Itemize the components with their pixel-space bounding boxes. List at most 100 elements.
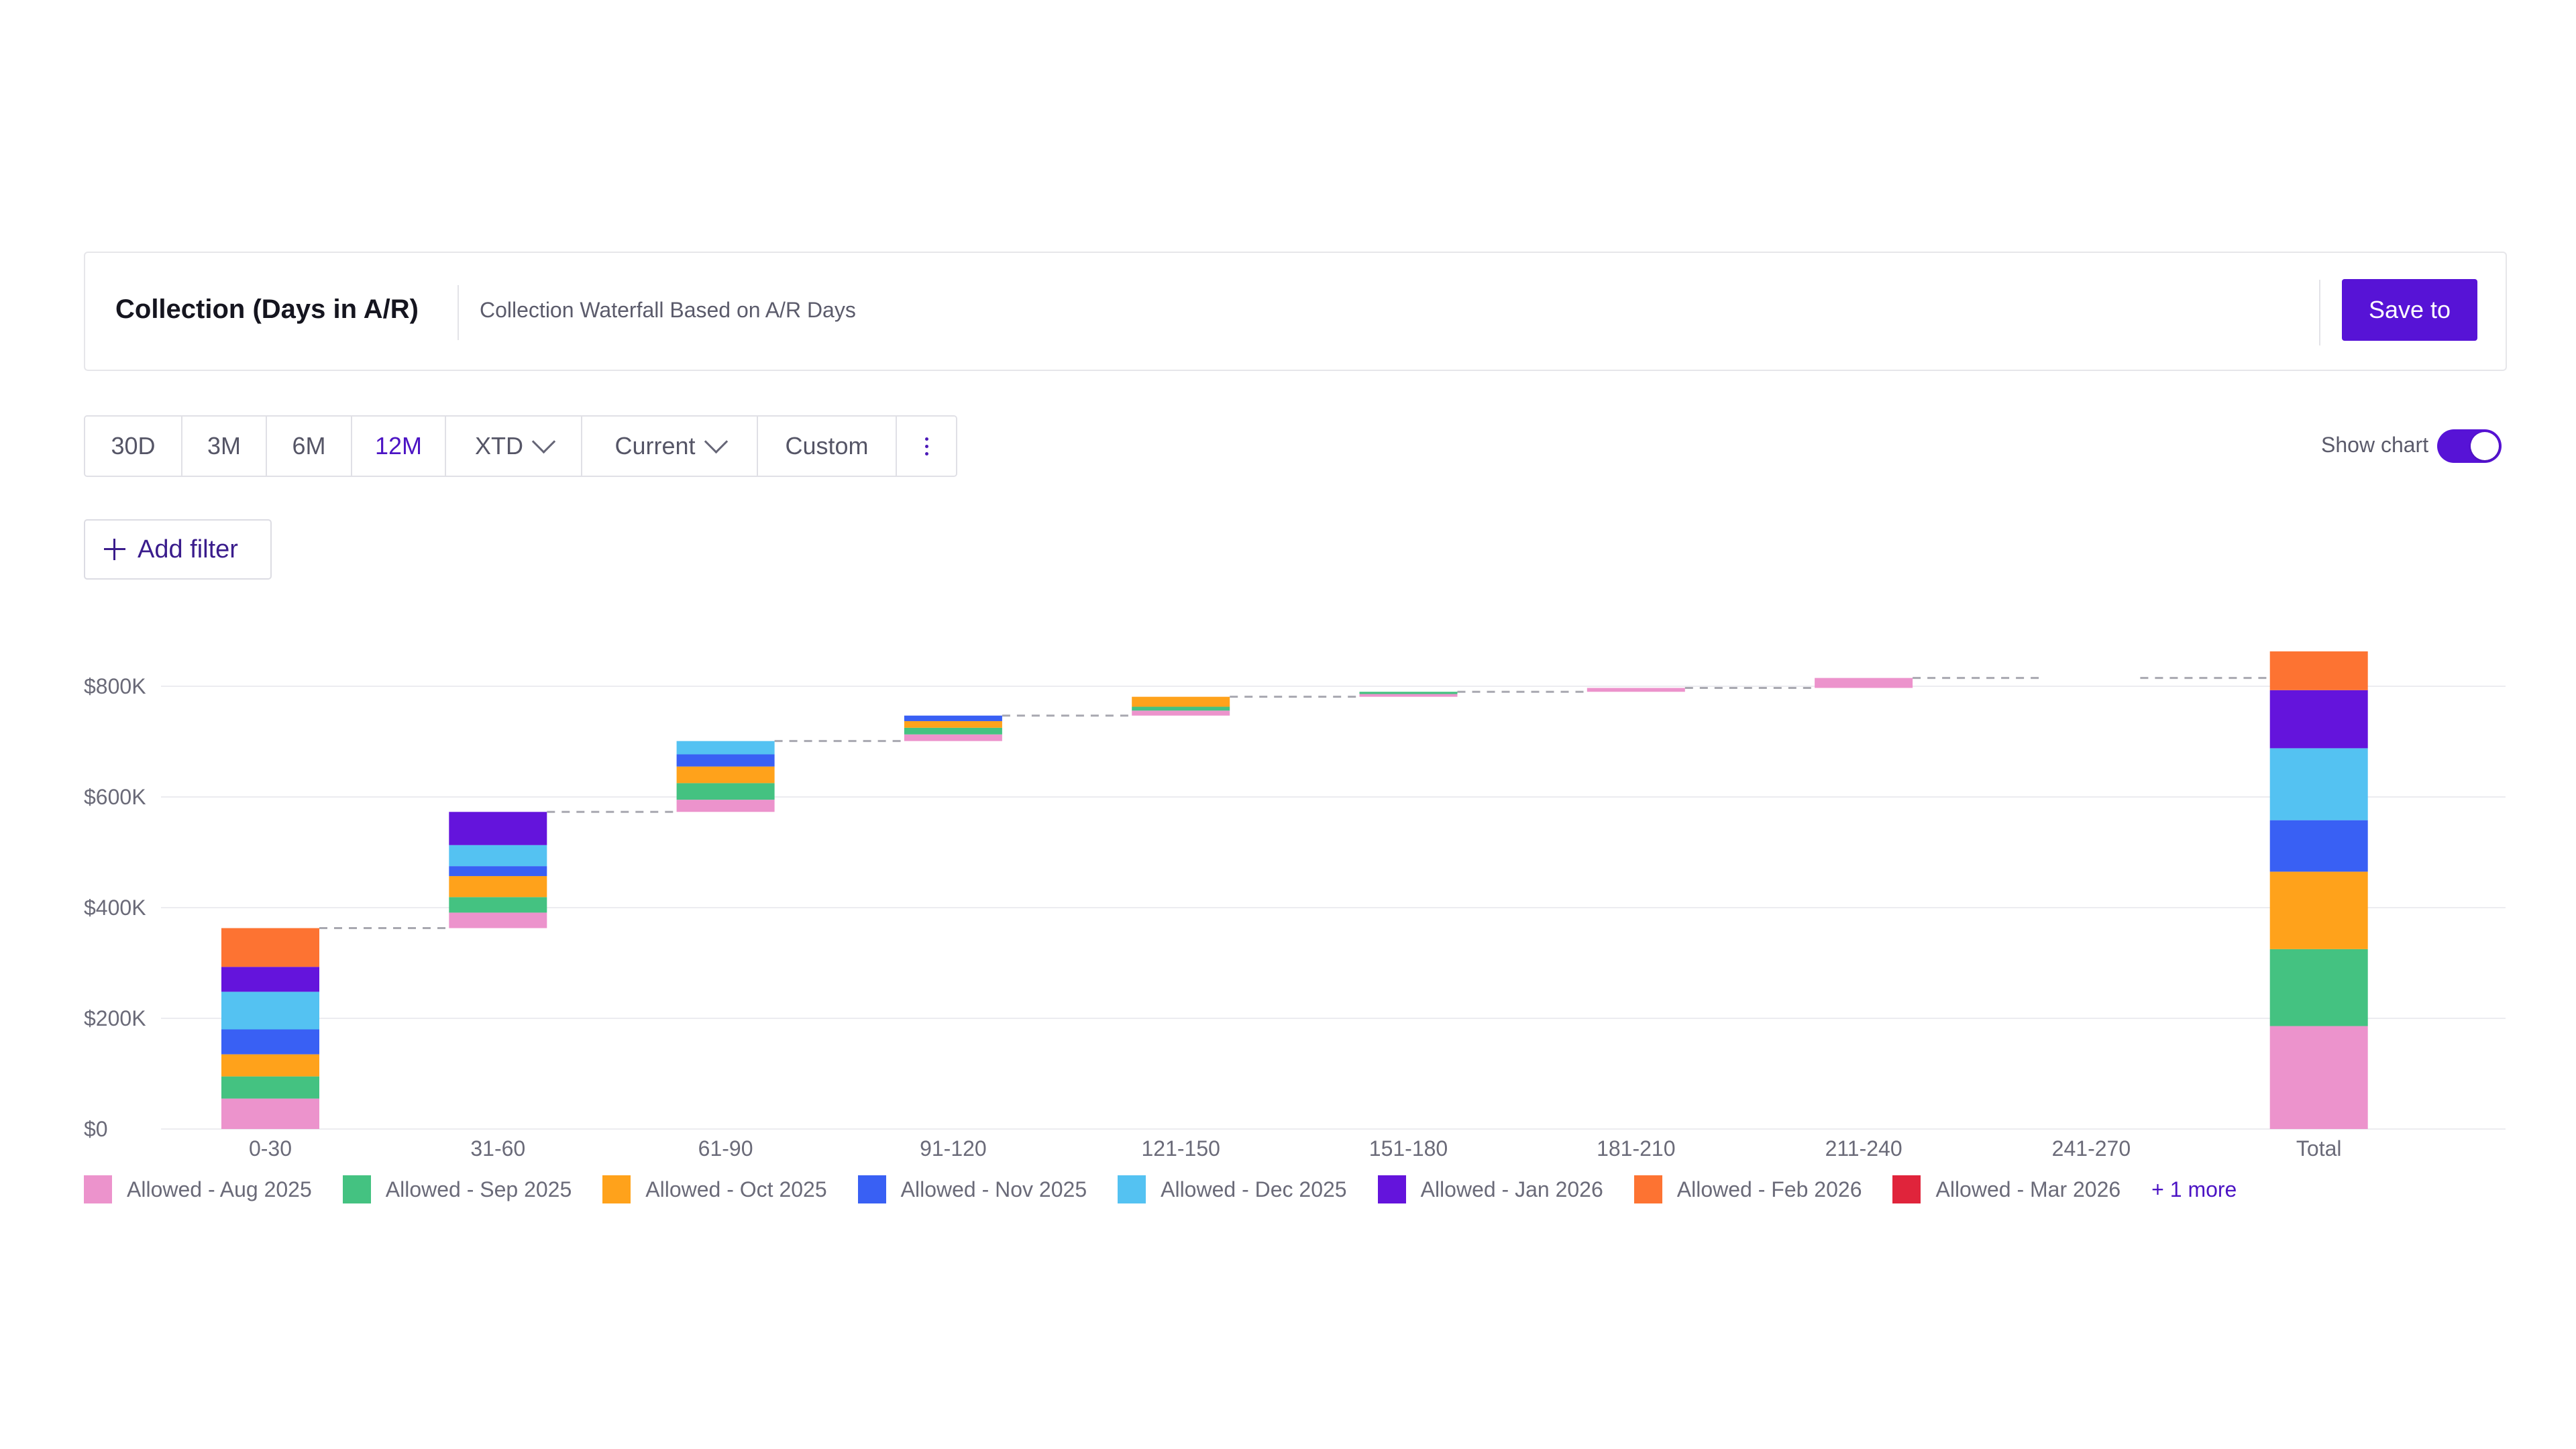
- bar-segment: [904, 734, 1002, 741]
- legend-label: Allowed - Mar 2026: [1935, 1177, 2121, 1201]
- bar-segment: [449, 845, 547, 867]
- period-button-label: Current: [614, 432, 696, 460]
- period-button-label: Custom: [785, 432, 869, 460]
- plus-icon: [104, 539, 125, 560]
- x-tick-label: 121-150: [1141, 1136, 1220, 1161]
- bar-segment: [221, 1076, 319, 1099]
- bar-segment: [676, 741, 775, 755]
- bar-segment: [1132, 696, 1230, 707]
- legend-label: Allowed - Aug 2025: [127, 1177, 312, 1201]
- y-tick-label: $600K: [84, 785, 146, 809]
- period-button-6m[interactable]: 6M: [267, 417, 352, 476]
- period-dropdown-xtd[interactable]: XTD: [446, 417, 582, 476]
- x-tick-label: 181-210: [1597, 1136, 1675, 1161]
- legend-swatch: [1633, 1175, 1662, 1203]
- period-button-label: XTD: [475, 432, 523, 460]
- chevron-down-icon: [531, 429, 556, 453]
- period-button-label: 3M: [207, 432, 241, 460]
- bar-segment: [676, 800, 775, 812]
- x-tick-label: 151-180: [1369, 1136, 1448, 1161]
- legend-item[interactable]: Allowed - Mar 2026: [1892, 1175, 2121, 1203]
- legend-more-link[interactable]: + 1 more: [2151, 1177, 2237, 1201]
- legend-label: Allowed - Dec 2025: [1161, 1177, 1347, 1201]
- bar-segment: [2269, 871, 2368, 949]
- bar-segment: [449, 875, 547, 898]
- bar-segment: [676, 754, 775, 767]
- bar-segment: [2269, 690, 2368, 749]
- x-tick-label: Total: [2296, 1136, 2342, 1161]
- legend-item[interactable]: Allowed - Nov 2025: [857, 1175, 1087, 1203]
- period-more-options-button[interactable]: [897, 417, 956, 476]
- period-button-3m[interactable]: 3M: [182, 417, 267, 476]
- bar-segment: [221, 1054, 319, 1077]
- period-button-custom[interactable]: Custom: [758, 417, 897, 476]
- bar-segment: [904, 720, 1002, 728]
- bar-segment: [1132, 706, 1230, 711]
- bar-segment: [1815, 678, 1913, 688]
- bar-segment: [904, 727, 1002, 735]
- title-divider: [458, 285, 459, 340]
- legend-swatch: [84, 1175, 112, 1203]
- bar-segment: [449, 866, 547, 876]
- legend-label: Allowed - Jan 2026: [1420, 1177, 1603, 1201]
- bar-segment: [1359, 694, 1458, 697]
- legend-item[interactable]: Allowed - Oct 2025: [602, 1175, 827, 1203]
- more-options-icon: [924, 437, 928, 455]
- y-tick-label: $0: [84, 1117, 108, 1141]
- page-title: Collection (Days in A/R): [115, 294, 419, 324]
- legend-swatch: [602, 1175, 631, 1203]
- legend-item[interactable]: Allowed - Dec 2025: [1118, 1175, 1347, 1203]
- legend-item[interactable]: Allowed - Jan 2026: [1377, 1175, 1603, 1203]
- chart-header-card: Collection (Days in A/R) Collection Wate…: [84, 252, 2507, 371]
- bar-segment: [2269, 748, 2368, 820]
- legend-swatch: [1892, 1175, 1921, 1203]
- x-tick-label: 0-30: [249, 1136, 292, 1161]
- bar-segment: [676, 766, 775, 784]
- bar-segment: [2269, 1026, 2368, 1129]
- legend-item[interactable]: Allowed - Aug 2025: [84, 1175, 312, 1203]
- legend-label: Allowed - Nov 2025: [900, 1177, 1087, 1201]
- show-chart-label: Show chart: [2321, 433, 2429, 457]
- bar-segment: [221, 1098, 319, 1129]
- legend-item[interactable]: Allowed - Feb 2026: [1633, 1175, 1862, 1203]
- save-to-button[interactable]: Save to: [2342, 279, 2477, 341]
- bar-segment: [221, 967, 319, 992]
- page-subtitle: Collection Waterfall Based on A/R Days: [480, 298, 856, 322]
- y-tick-label: $800K: [84, 674, 146, 698]
- bar-segment: [1359, 692, 1458, 694]
- chevron-down-icon: [704, 429, 728, 453]
- period-button-label: 30D: [111, 432, 156, 460]
- legend-swatch: [342, 1175, 371, 1203]
- period-selector: 30D 3M 6M 12M XTD Current Custom: [84, 415, 957, 477]
- add-filter-label: Add filter: [138, 535, 238, 564]
- period-button-label: 6M: [292, 432, 326, 460]
- x-tick-label: 31-60: [470, 1136, 525, 1161]
- add-filter-button[interactable]: Add filter: [84, 519, 272, 580]
- bar-segment: [221, 1029, 319, 1055]
- y-tick-label: $200K: [84, 1006, 146, 1030]
- bar-segment: [449, 897, 547, 913]
- bar-segment: [676, 783, 775, 800]
- period-button-label: 12M: [374, 432, 423, 460]
- bar-segment: [449, 912, 547, 928]
- header-divider: [2319, 280, 2320, 345]
- period-dropdown-current[interactable]: Current: [582, 417, 758, 476]
- bar-segment: [1132, 710, 1230, 716]
- legend-swatch: [1118, 1175, 1146, 1203]
- legend-swatch: [1377, 1175, 1406, 1203]
- bar-segment: [2269, 651, 2368, 690]
- x-tick-label: 91-120: [920, 1136, 987, 1161]
- show-chart-toggle[interactable]: [2437, 429, 2502, 463]
- x-tick-label: 61-90: [698, 1136, 753, 1161]
- chart-legend: Allowed - Aug 2025 Allowed - Sep 2025 Allo…: [84, 1175, 2237, 1203]
- x-tick-label: 241-270: [2052, 1136, 2131, 1161]
- period-button-30d[interactable]: 30D: [85, 417, 182, 476]
- bar-segment: [904, 715, 1002, 721]
- bar-segment: [221, 991, 319, 1030]
- period-button-12m[interactable]: 12M: [352, 417, 446, 476]
- bar-segment: [1587, 688, 1685, 692]
- legend-item[interactable]: Allowed - Sep 2025: [342, 1175, 572, 1203]
- bar-segment: [2269, 820, 2368, 872]
- waterfall-chart: $0 $200K $400K $600K $800K 0-30 31-60 61-90 91-1…: [84, 651, 2506, 1161]
- bar-segment: [449, 812, 547, 845]
